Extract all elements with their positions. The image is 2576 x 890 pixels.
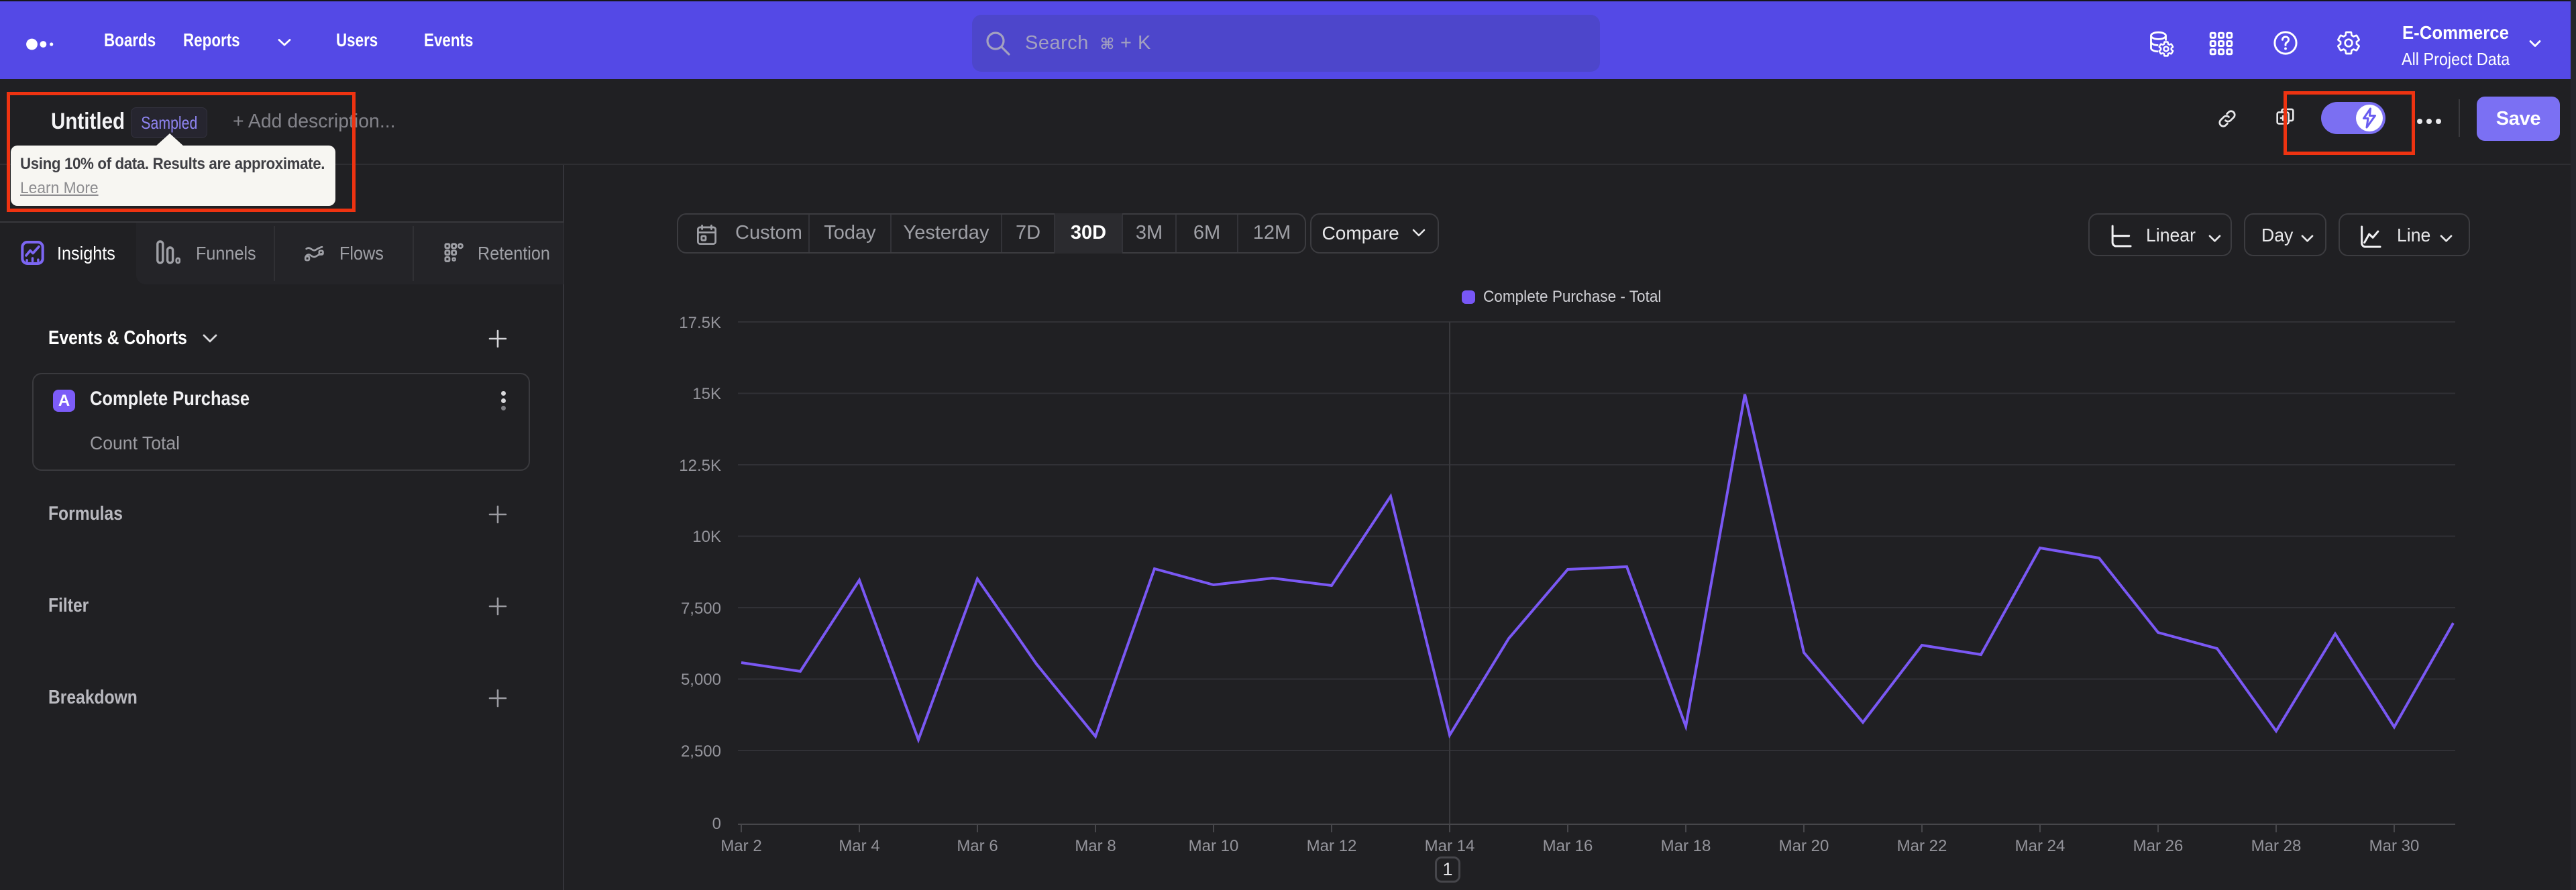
svg-text:Mar 18: Mar 18	[1661, 837, 1711, 855]
svg-text:Mar 26: Mar 26	[2133, 837, 2184, 855]
svg-text:Mar 14: Mar 14	[1425, 837, 1475, 855]
svg-text:17.5K: 17.5K	[679, 314, 721, 332]
svg-text:Mar 10: Mar 10	[1189, 837, 1239, 855]
svg-text:2,500: 2,500	[681, 742, 721, 761]
svg-text:Mar 30: Mar 30	[2369, 837, 2420, 855]
svg-text:10K: 10K	[692, 528, 721, 546]
svg-text:Mar 8: Mar 8	[1075, 837, 1116, 855]
svg-text:Mar 2: Mar 2	[720, 837, 761, 855]
svg-text:7,500: 7,500	[681, 600, 721, 618]
svg-text:Mar 12: Mar 12	[1307, 837, 1357, 855]
svg-text:Mar 28: Mar 28	[2251, 837, 2302, 855]
svg-text:5,000: 5,000	[681, 671, 721, 689]
svg-text:15K: 15K	[692, 385, 721, 403]
svg-text:Mar 6: Mar 6	[957, 837, 998, 855]
svg-text:0: 0	[712, 815, 721, 833]
svg-text:Mar 16: Mar 16	[1543, 837, 1593, 855]
svg-text:Mar 20: Mar 20	[1779, 837, 1829, 855]
svg-text:Mar 4: Mar 4	[839, 837, 879, 855]
svg-text:Mar 22: Mar 22	[1897, 837, 1947, 855]
svg-text:Mar 24: Mar 24	[2015, 837, 2065, 855]
svg-text:12.5K: 12.5K	[679, 457, 721, 475]
